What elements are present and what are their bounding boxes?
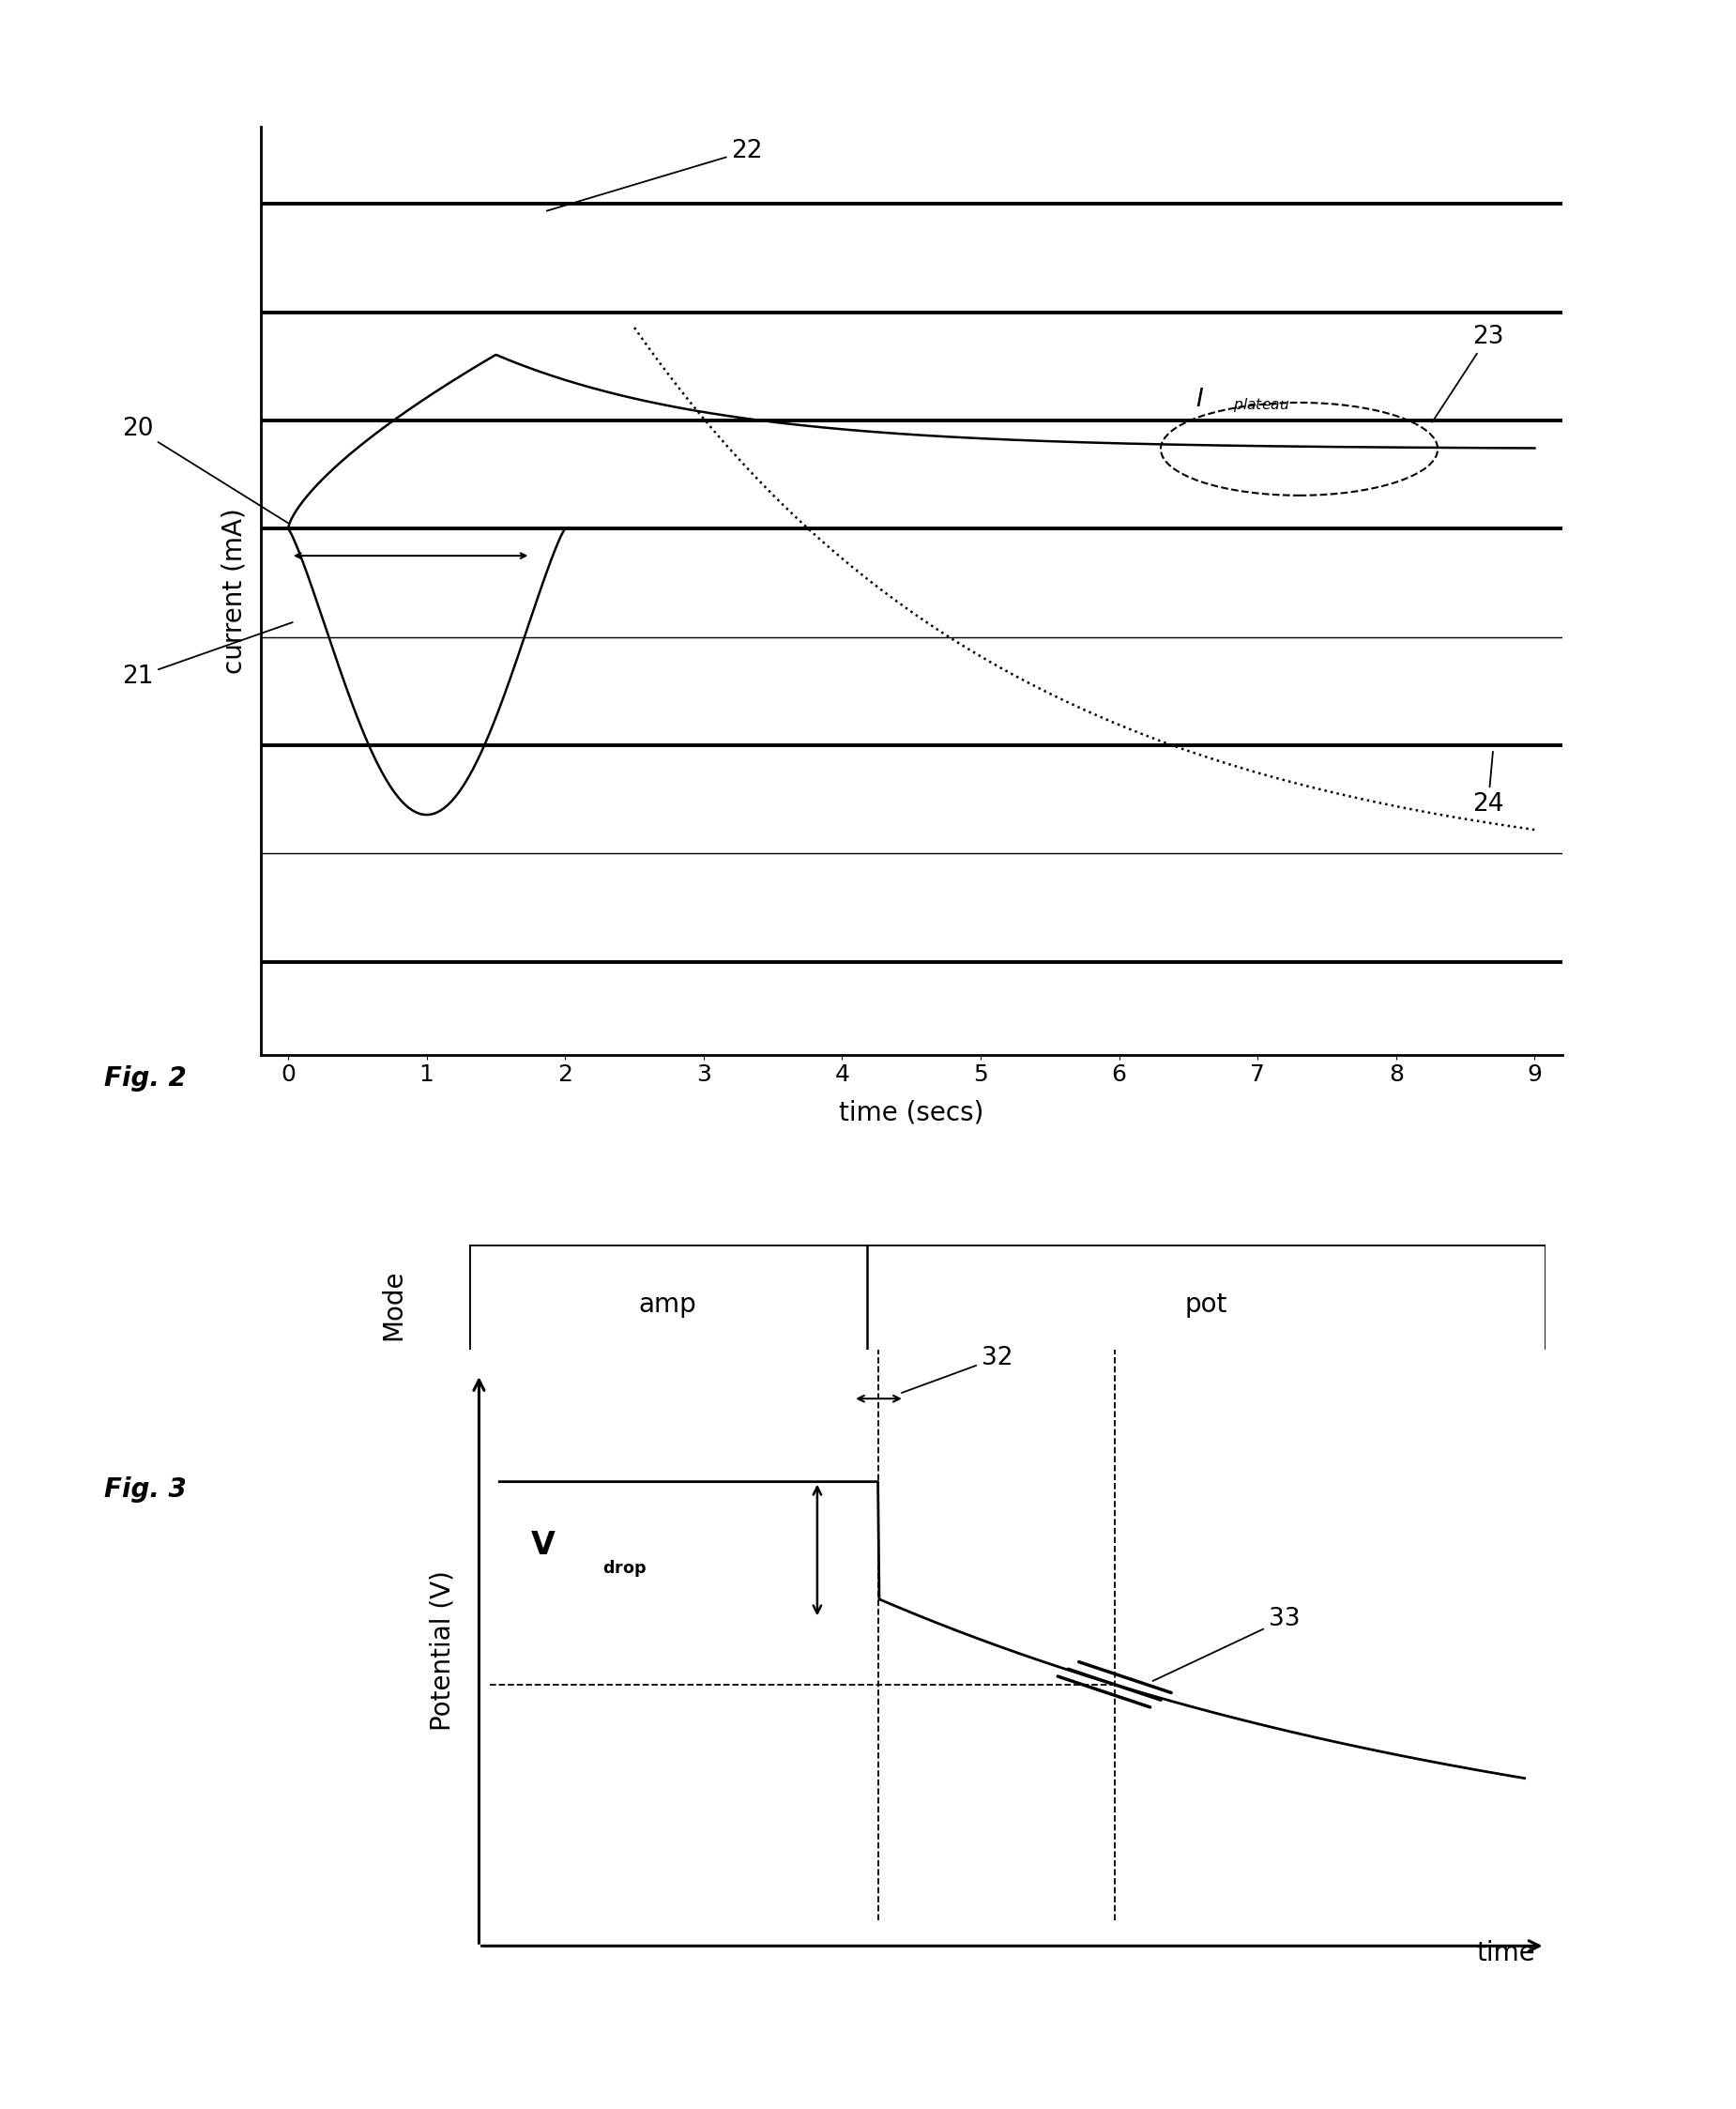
Text: 24: 24 bbox=[1472, 751, 1503, 816]
Y-axis label: Potential (V): Potential (V) bbox=[429, 1569, 455, 1731]
Text: Mode: Mode bbox=[380, 1270, 406, 1339]
Text: pot: pot bbox=[1184, 1291, 1227, 1318]
Text: 23: 23 bbox=[1432, 325, 1503, 422]
Text: $_\mathit{plateau}$: $_\mathit{plateau}$ bbox=[1233, 396, 1290, 415]
Text: $\mathbf{V}$: $\mathbf{V}$ bbox=[529, 1529, 556, 1561]
X-axis label: time (secs): time (secs) bbox=[838, 1099, 984, 1126]
Text: Fig. 3: Fig. 3 bbox=[104, 1476, 186, 1502]
Text: $\mathit{I}$: $\mathit{I}$ bbox=[1196, 388, 1203, 411]
Text: 32: 32 bbox=[901, 1346, 1012, 1392]
Text: Fig. 2: Fig. 2 bbox=[104, 1065, 186, 1090]
Text: 33: 33 bbox=[1153, 1607, 1300, 1681]
Y-axis label: current (mA): current (mA) bbox=[220, 508, 247, 673]
Text: time: time bbox=[1476, 1940, 1535, 1966]
Text: 20: 20 bbox=[122, 418, 288, 523]
Text: 22: 22 bbox=[547, 139, 762, 211]
Text: 21: 21 bbox=[122, 622, 293, 690]
Text: $_\mathbf{drop}$: $_\mathbf{drop}$ bbox=[602, 1559, 646, 1582]
Text: amp: amp bbox=[639, 1291, 696, 1318]
